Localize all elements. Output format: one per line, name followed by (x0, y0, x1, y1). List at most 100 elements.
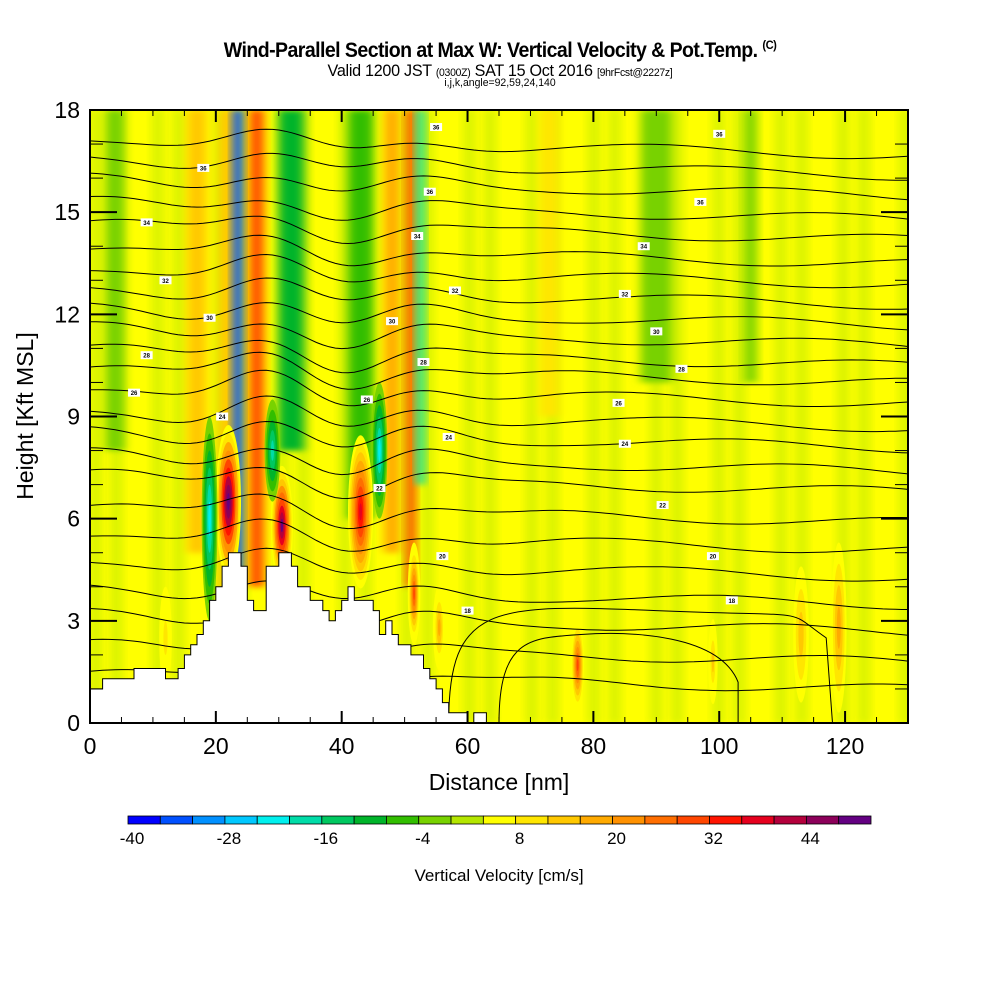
y-tick-label: 12 (54, 301, 80, 327)
contour-label: 30 (386, 317, 399, 326)
contour-label-text: 32 (622, 292, 629, 298)
contour-label-box (461, 606, 474, 615)
contour-label: 34 (140, 218, 153, 227)
colorbar-tick-label: -16 (314, 829, 339, 848)
velocity-band (422, 110, 434, 723)
velocity-band (588, 110, 600, 723)
theta-contour-line (90, 493, 908, 530)
theta-contour-line (90, 339, 908, 374)
colorbar: -40 -28 -16 -4 8 20 32 44 (120, 815, 872, 848)
theta-contour-line (90, 369, 908, 407)
velocity-cell (437, 619, 441, 637)
contour-label: 24 (442, 432, 455, 441)
theta-contour-line (90, 547, 908, 582)
colorbar-tick-label: 8 (515, 829, 524, 848)
contour-label-text: 36 (426, 190, 433, 196)
velocity-cell (711, 651, 715, 673)
colorbar-segment (709, 815, 743, 825)
velocity-band (526, 110, 538, 723)
contour-label: 34 (637, 242, 650, 251)
theta-contour-line (90, 321, 908, 350)
x-axis-title: Distance [nm] (429, 769, 570, 795)
contour-label: 36 (713, 129, 726, 138)
velocity-column (384, 110, 400, 553)
velocity-band (567, 110, 579, 723)
theta-contour-line (90, 302, 908, 331)
x-tick-label: 80 (581, 733, 607, 759)
colorbar-segment (741, 815, 775, 825)
velocity-band (318, 110, 330, 723)
contour-label: 26 (360, 395, 373, 404)
velocity-cell (359, 503, 362, 521)
velocity-band (609, 110, 621, 723)
theta-contour-line (90, 518, 908, 554)
contour-label-box (373, 484, 386, 493)
contour-label-text: 28 (420, 361, 427, 367)
contour-label-box (637, 242, 650, 251)
colorbar-tick-label: 32 (704, 829, 723, 848)
colorbar-tick-label: -40 (120, 829, 145, 848)
contour-label: 36 (694, 197, 707, 206)
contour-label-text: 36 (200, 166, 207, 172)
theta-contour-loop (448, 607, 833, 723)
velocity-band (733, 110, 746, 723)
contour-label-box (612, 398, 625, 407)
contour-label-box (417, 358, 430, 367)
theta-contour-line (90, 420, 908, 454)
colorbar-segment (256, 815, 290, 825)
colorbar-segment (127, 815, 161, 825)
theta-contour-line (90, 466, 908, 500)
contour-label-text: 20 (439, 555, 446, 561)
x-tick-label: 0 (84, 733, 97, 759)
contour-label-text: 30 (389, 320, 396, 326)
contour-label-box (448, 286, 461, 295)
contour-label-text: 34 (640, 245, 647, 251)
contour-label-box (128, 388, 141, 397)
velocity-band (775, 110, 787, 723)
x-tick-label: 100 (700, 733, 738, 759)
theta-contour-line (90, 172, 908, 201)
contour-label: 24 (618, 439, 631, 448)
contour-label-box (706, 552, 719, 561)
contour-label-text: 26 (131, 391, 138, 397)
plot-area: 36 36 36 36 36 34 34 34 32 32 32 30 30 30 28 28 28 26 26 26… (90, 110, 908, 723)
contour-label-box (725, 596, 738, 605)
contour-labels: 36 36 36 36 36 34 34 34 32 32 32 30 30 30 28 28 28 26 26 26… (128, 123, 738, 615)
contour-label: 26 (128, 388, 141, 397)
colorbar-segment (515, 815, 549, 825)
velocity-cell (413, 587, 415, 600)
colorbar-tick-label: -4 (415, 829, 430, 848)
velocity-band (463, 110, 476, 723)
contour-label: 30 (203, 313, 216, 322)
contour-label-text: 24 (622, 442, 629, 448)
contour-label: 34 (411, 232, 424, 241)
contour-label-text: 36 (716, 132, 723, 138)
contour-label-box (650, 327, 663, 336)
contour-label: 32 (159, 276, 172, 285)
valid-date: SAT 15 Oct 2016 (474, 61, 593, 80)
velocity-band (837, 110, 849, 723)
colorbar-tick-label: -28 (217, 829, 242, 848)
velocity-cell (208, 501, 211, 536)
contour-label-box (159, 276, 172, 285)
velocity-cell (576, 659, 579, 672)
y-tick-label: 3 (67, 608, 80, 634)
contour-label: 30 (650, 327, 663, 336)
contour-label-text: 34 (143, 221, 150, 227)
velocity-band (795, 110, 808, 723)
contour-label-box (618, 289, 631, 298)
terrain-shape (90, 552, 493, 723)
contour-label: 24 (216, 412, 229, 421)
contour-label-text: 28 (678, 367, 685, 373)
velocity-cell (270, 440, 275, 461)
theta-contour-line (90, 128, 908, 160)
colorbar-segment (644, 815, 678, 825)
velocity-band (858, 110, 870, 723)
colorbar-segment (805, 815, 840, 825)
contour-label: 28 (140, 351, 153, 360)
y-tick-label: 18 (54, 97, 80, 123)
theta-contour-line (90, 447, 908, 476)
velocity-band (692, 110, 704, 723)
colorbar-tick-label: 20 (607, 829, 626, 848)
